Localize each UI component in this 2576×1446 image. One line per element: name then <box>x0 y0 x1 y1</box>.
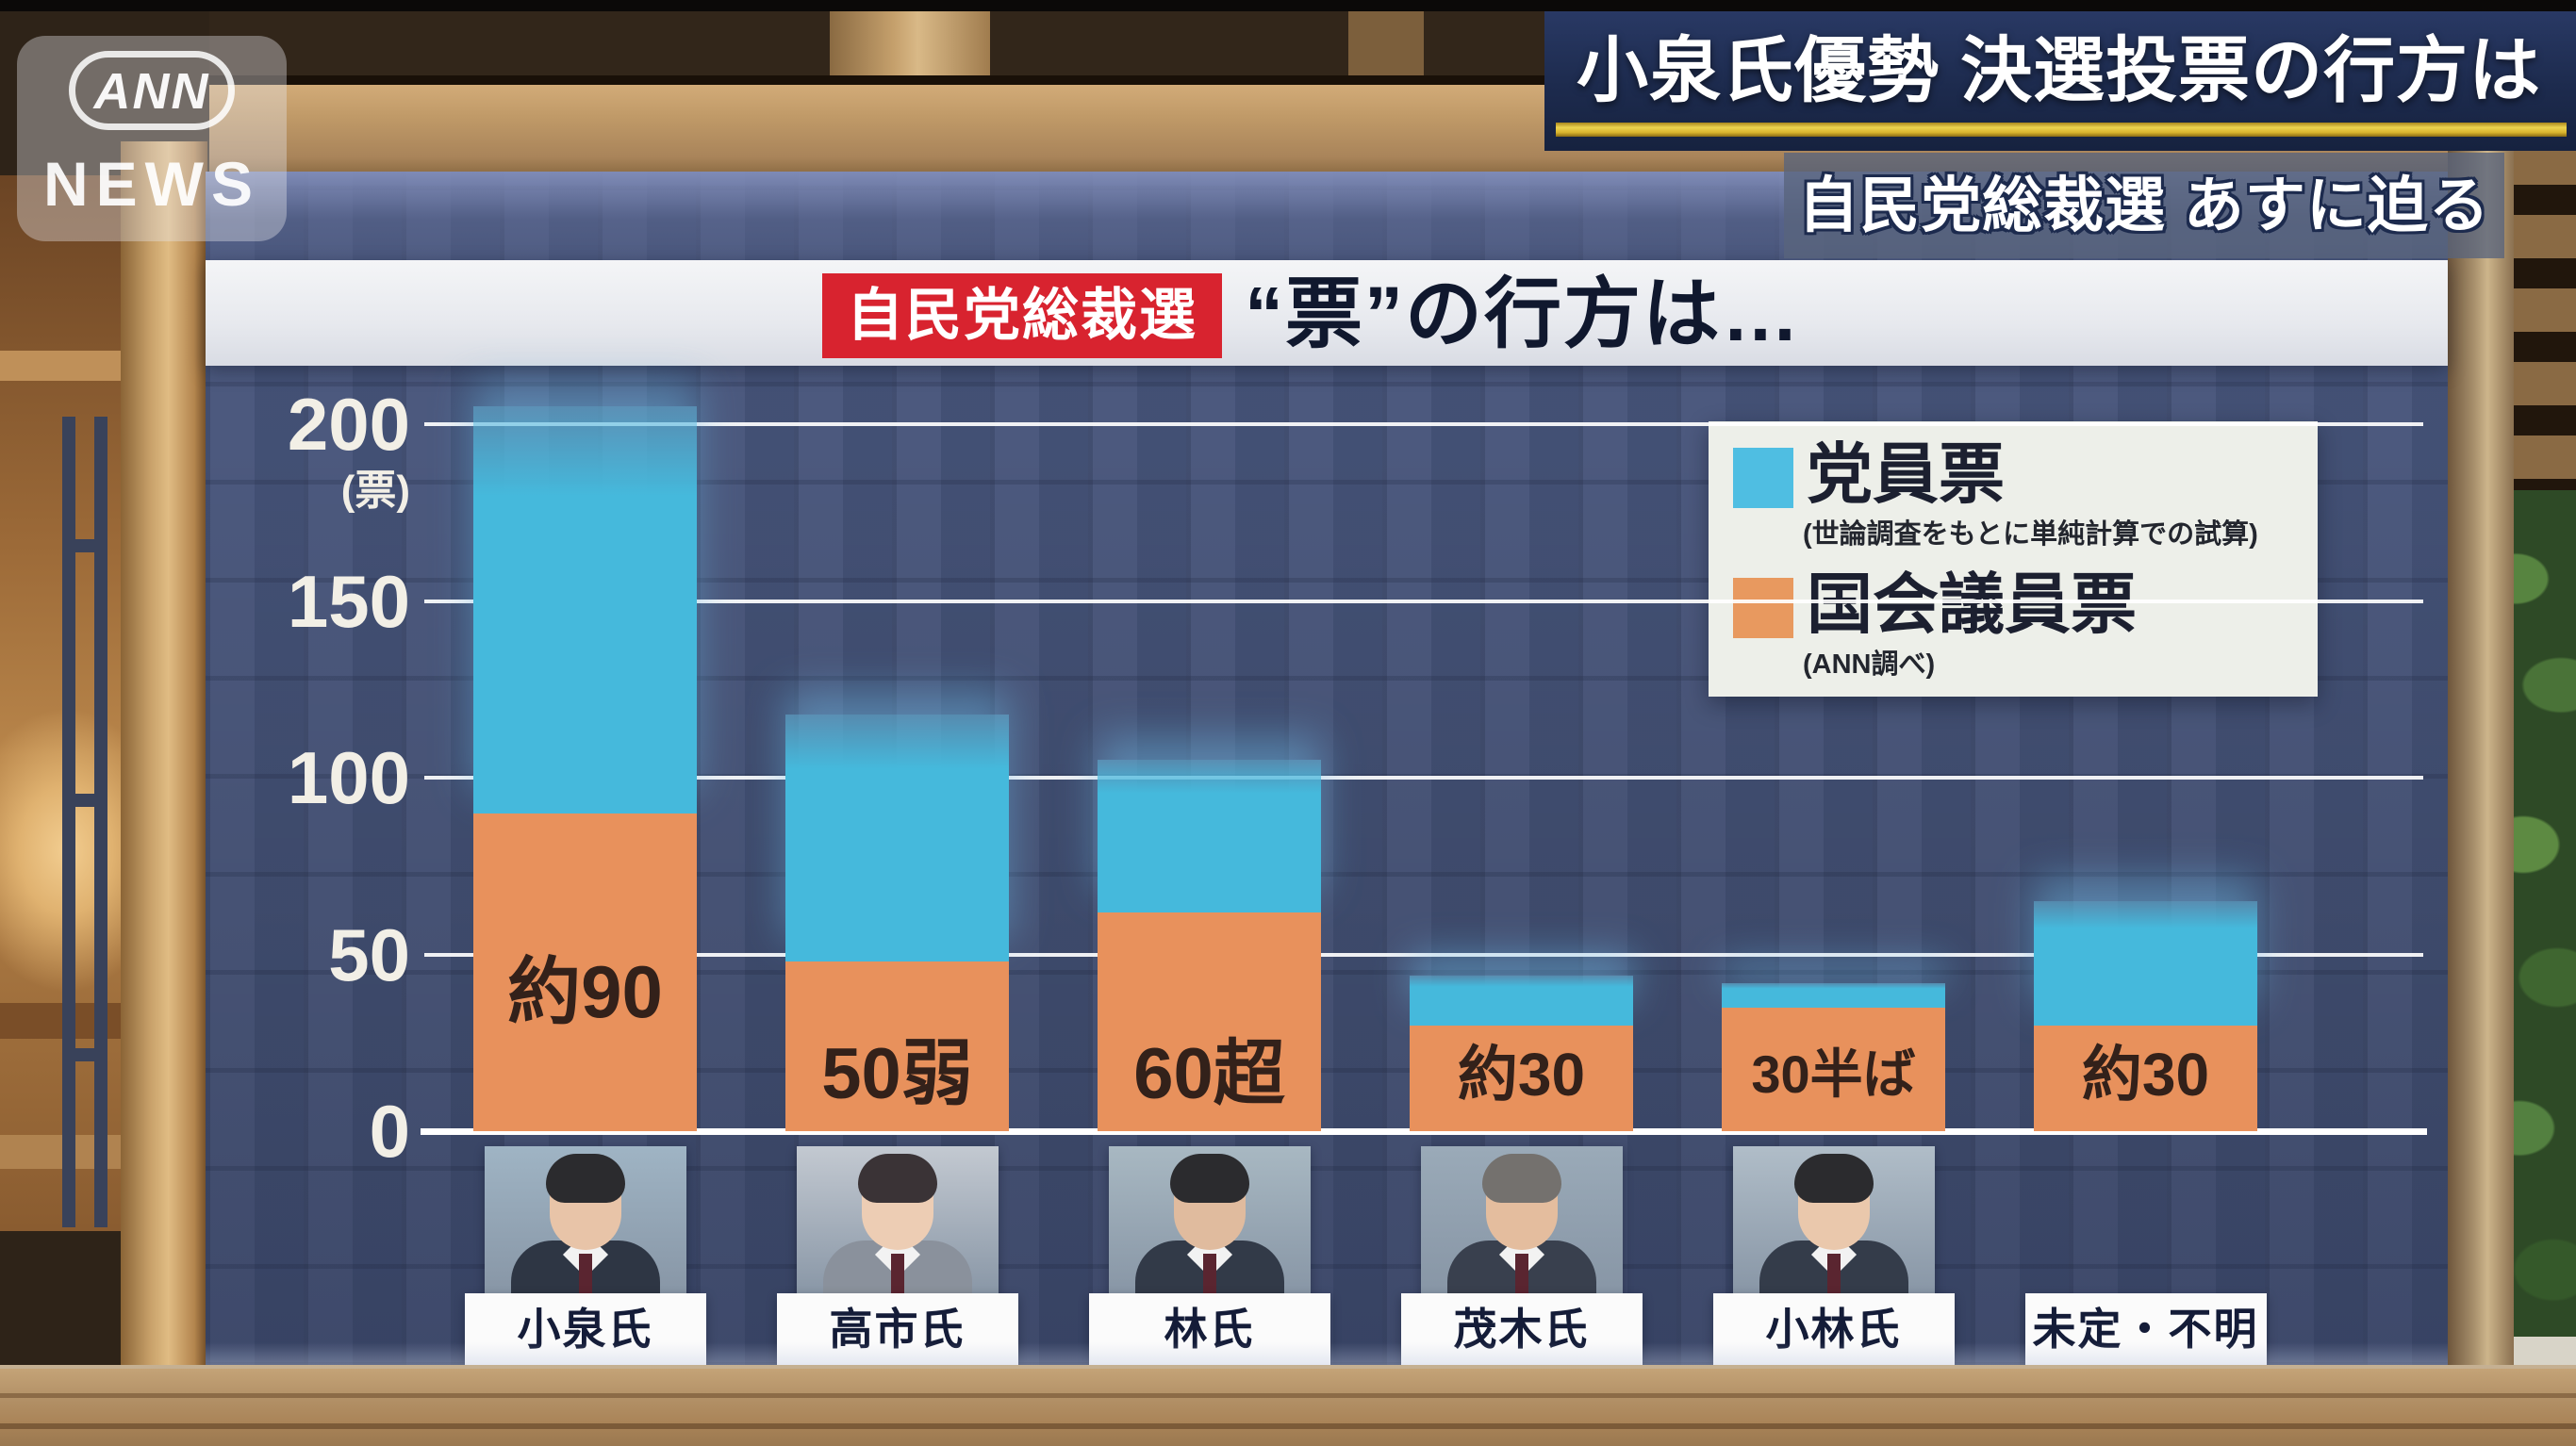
wood-post <box>1348 0 1424 85</box>
ann-logo: ANN <box>69 51 235 130</box>
candidate-name-plate: 小林氏 <box>1712 1293 1955 1365</box>
ann-watermark: ANN NEWS <box>17 36 287 241</box>
studio-frame-bar <box>62 417 75 1227</box>
bar-segment-diet-votes <box>1410 1025 1633 1131</box>
candidate-name-plate: 小泉氏 <box>464 1293 706 1365</box>
legend-swatch <box>1733 448 1793 508</box>
avatar-hair <box>1481 1154 1561 1203</box>
candidate-name-plate: 高市氏 <box>776 1293 1018 1365</box>
screen-bottom-haze <box>206 1342 2448 1367</box>
bar-value-label: 約30 <box>1457 1041 1586 1109</box>
screen-frame-right <box>2448 141 2514 1446</box>
candidate-photo <box>484 1146 686 1299</box>
avatar-hair <box>1169 1154 1249 1203</box>
avatar-tie <box>1514 1254 1528 1295</box>
ann-news-label: NEWS <box>43 149 260 219</box>
y-axis-tick-label: 200 <box>287 383 410 466</box>
headline-underline <box>1556 123 2567 137</box>
candidate-name-plate: 林氏 <box>1088 1293 1330 1365</box>
legend-label: 党員票 <box>1807 437 2005 511</box>
gridline <box>424 599 2423 603</box>
avatar-tie <box>1826 1254 1841 1295</box>
legend-note: (ANN調べ) <box>1803 649 1936 680</box>
screen-frame-left <box>121 141 207 1446</box>
bar-segment-party-votes <box>1722 982 1945 1008</box>
gridline <box>424 422 2423 426</box>
y-axis-tick-label: 0 <box>369 1090 410 1173</box>
y-axis-tick-label: 100 <box>287 736 410 819</box>
candidate-photo <box>1420 1146 1623 1299</box>
avatar-hair <box>545 1154 625 1203</box>
desk-groove <box>0 1423 2576 1429</box>
bar-value-label: 50弱 <box>821 1034 973 1114</box>
studio-shelf <box>0 351 137 381</box>
studio-frame-bar <box>62 1048 107 1061</box>
bar-segment-party-votes <box>785 714 1009 961</box>
letterbox-strip <box>0 0 2576 11</box>
bar-segment-diet-votes <box>785 961 1009 1131</box>
legend: 党員票 (世論調査をもとに単純計算での試算) 国会議員票 (ANN調べ) <box>1709 421 2318 697</box>
y-axis-unit-label: (票) <box>340 468 410 514</box>
bar-segment-party-votes <box>473 406 697 813</box>
bar-value-label: 約30 <box>2081 1041 2210 1109</box>
bar-segment-diet-votes <box>1098 912 1321 1131</box>
avatar-hair <box>1793 1154 1874 1203</box>
bar-segment-diet-votes <box>2034 1025 2257 1131</box>
avatar-tie <box>578 1254 592 1295</box>
studio-right-slats <box>2508 141 2576 537</box>
bar-value-label: 約90 <box>507 950 663 1033</box>
legend-note: (世論調査をもとに単純計算での試算) <box>1803 519 2258 550</box>
bar-segment-party-votes <box>1098 760 1321 912</box>
bar-segment-party-votes <box>2034 901 2257 1026</box>
gridline <box>424 776 2423 780</box>
bar-segment-diet-votes <box>473 813 697 1131</box>
chart-title-tag: 自民党総裁選 <box>822 273 1222 358</box>
avatar-hair <box>857 1154 937 1203</box>
bar-value-label: 30半ば <box>1751 1044 1916 1104</box>
desk-groove <box>0 1393 2576 1398</box>
candidate-name-plate: 茂木氏 <box>1400 1293 1643 1365</box>
bar-value-label: 60超 <box>1133 1034 1285 1114</box>
wood-post <box>830 0 990 85</box>
bar-segment-party-votes <box>1410 976 1633 1026</box>
wood-beam-gap <box>0 75 2576 85</box>
studio-desk <box>0 1365 2576 1446</box>
candidate-photo <box>1732 1146 1935 1299</box>
subheadline-text: 自民党総裁選 あすに迫る <box>1798 172 2490 239</box>
legend-swatch <box>1733 578 1793 638</box>
subheadline-banner: 自民党総裁選 あすに迫る <box>1784 153 2504 258</box>
headline-text: 小泉氏優勢 決選投票の行方は <box>1577 31 2542 111</box>
y-axis-tick-label: 50 <box>328 912 410 996</box>
axis-baseline <box>421 1128 2427 1135</box>
gridline <box>424 952 2423 957</box>
studio-frame-bar <box>94 417 107 1227</box>
studio-frame-bar <box>62 539 107 552</box>
candidate-photo <box>796 1146 999 1299</box>
candidate-photo <box>1108 1146 1311 1299</box>
y-axis-tick-label: 150 <box>287 559 410 643</box>
studio-frame-bar <box>62 794 107 807</box>
legend-label: 国会議員票 <box>1807 567 2137 641</box>
headline-banner: 小泉氏優勢 決選投票の行方は <box>1544 6 2576 151</box>
avatar-tie <box>890 1254 904 1295</box>
chart-title-text: “票”の行方は… <box>1245 271 1802 357</box>
candidate-name-plate: 未定・不明 <box>2024 1293 2267 1365</box>
chart-title-bar <box>206 260 2448 366</box>
avatar-tie <box>1202 1254 1216 1295</box>
bar-segment-diet-votes <box>1722 1007 1945 1131</box>
